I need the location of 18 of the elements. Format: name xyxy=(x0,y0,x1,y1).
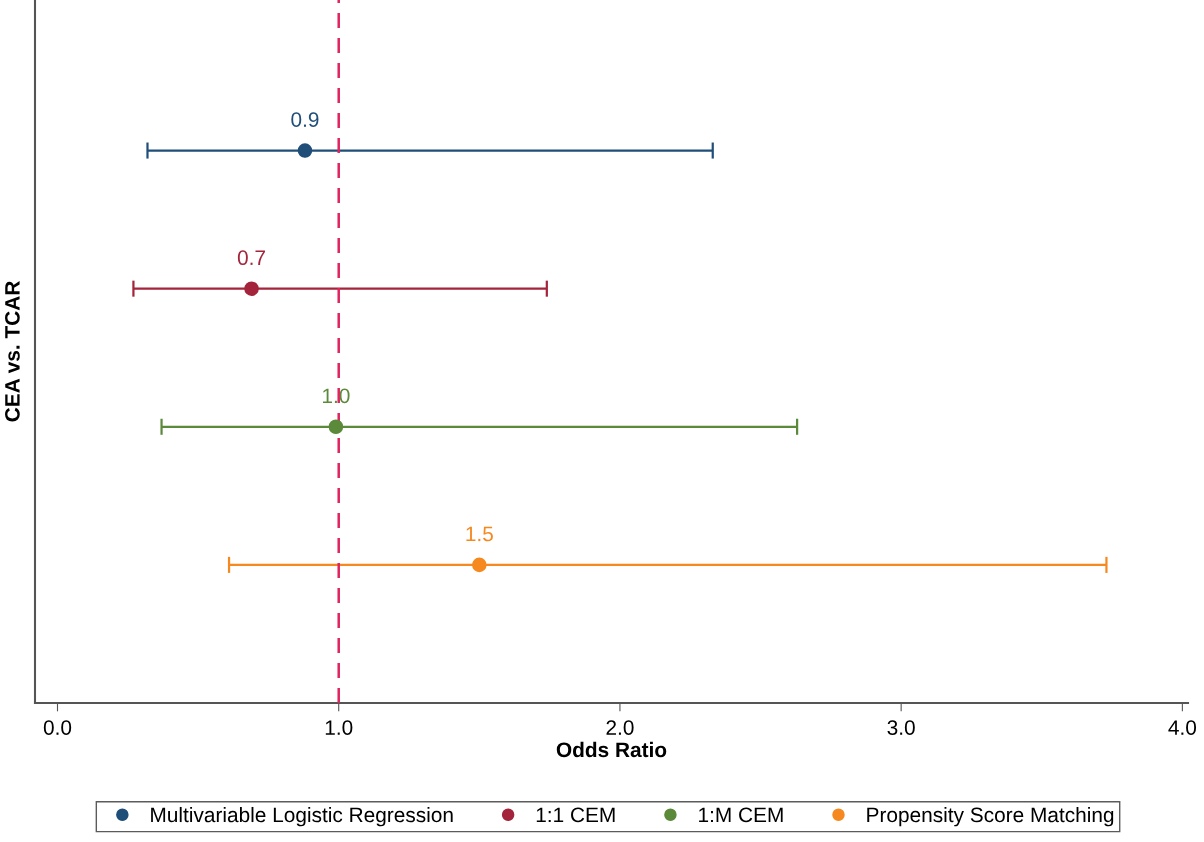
point xyxy=(472,557,487,573)
data-label: 0.7 xyxy=(237,250,265,266)
legend-label: Multivariable Logistic Regression xyxy=(151,806,453,827)
x-tick-label: 0.0 xyxy=(43,720,72,735)
data-label: 1.5 xyxy=(466,526,493,542)
y-axis-title: CEA vs. TCAR xyxy=(5,281,20,422)
data-label: 0.9 xyxy=(291,112,319,127)
x-axis-title: Odds Ratio xyxy=(556,741,667,758)
point xyxy=(297,143,313,158)
point xyxy=(328,419,344,435)
x-tick-label: 3.0 xyxy=(887,720,915,735)
x-tick-label: 2.0 xyxy=(606,720,634,735)
legend-label: 1:1 CEM xyxy=(536,807,615,823)
legend-label: 1:M CEM xyxy=(699,807,783,823)
legend-label: Propensity Score Matching xyxy=(867,806,1114,827)
x-tick-label: 4.0 xyxy=(1168,720,1197,735)
point xyxy=(244,281,259,296)
x-tick-label: 1.0 xyxy=(325,720,353,735)
